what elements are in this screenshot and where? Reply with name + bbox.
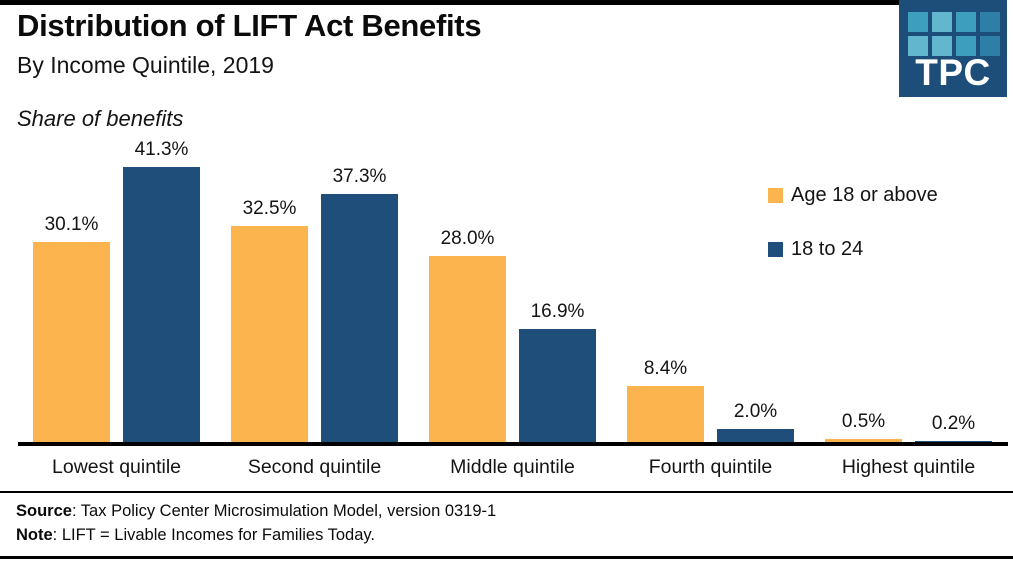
bar-series0-cat4 — [825, 439, 902, 442]
bar-series1-cat4 — [915, 441, 992, 442]
plot-area: 30.1% 32.5% 28.0% 8.4% 0.5% 41.3% 37.3% 16.9% 2.… — [18, 132, 1013, 442]
tpc-logo-text: TPC — [915, 52, 991, 93]
source-text: : Tax Policy Center Microsimulation Mode… — [71, 502, 497, 520]
x-axis-label: Fourth quintile — [648, 456, 773, 478]
page-subtitle: By Income Quintile, 2019 — [17, 52, 274, 78]
bar-series0-cat0 — [33, 242, 110, 442]
x-axis-label: Second quintile — [247, 456, 382, 478]
legend: Age 18 or above 18 to 24 — [768, 184, 938, 261]
logo-square — [932, 12, 952, 32]
bar-value-label: 30.1% — [44, 214, 99, 235]
source-label: Source — [16, 502, 72, 520]
logo-square — [932, 36, 952, 56]
footer-divider — [0, 491, 1013, 493]
tpc-logo-grid — [908, 12, 1000, 56]
top-accent-strip — [0, 0, 899, 5]
logo-square — [908, 36, 928, 56]
x-axis-labels: Lowest quintile Second quintile Middle qui… — [18, 456, 1013, 484]
bar-value-label: 37.3% — [332, 166, 387, 187]
bar-series1-cat2 — [519, 329, 596, 442]
legend-swatch-orange — [768, 188, 783, 203]
note-text: : LIFT = Livable Incomes for Families To… — [52, 526, 376, 544]
note-line: Note: LIFT = Livable Incomes for Familie… — [16, 523, 496, 547]
bar-series0-cat3 — [627, 386, 704, 442]
page-title: Distribution of LIFT Act Benefits — [17, 8, 482, 43]
bar-series1-cat3 — [717, 429, 794, 442]
legend-item-18-to-24: 18 to 24 — [768, 238, 938, 261]
bar-value-label: 16.9% — [530, 301, 585, 322]
bar-value-label: 0.5% — [841, 411, 886, 432]
logo-square — [980, 36, 1000, 56]
legend-label: Age 18 or above — [791, 184, 938, 206]
legend-label: 18 to 24 — [791, 238, 864, 260]
bar-series1-cat1 — [321, 194, 398, 442]
tpc-logo: TPC — [899, 0, 1007, 97]
bar-value-label: 2.0% — [733, 401, 778, 422]
bar-series1-cat0 — [123, 167, 200, 442]
note-label: Note — [16, 526, 53, 544]
bar-value-label: 8.4% — [643, 358, 688, 379]
legend-swatch-navy — [768, 242, 783, 257]
x-axis-label: Highest quintile — [841, 456, 976, 478]
logo-square — [908, 12, 928, 32]
legend-item-age-18-or-above: Age 18 or above — [768, 184, 938, 207]
footer: Source: Tax Policy Center Microsimulatio… — [16, 499, 496, 547]
bar-value-label: 0.2% — [931, 413, 976, 434]
bar-value-label: 28.0% — [440, 228, 495, 249]
x-axis-line — [18, 442, 1008, 446]
y-axis-label: Share of benefits — [17, 106, 184, 131]
bar-series0-cat1 — [231, 226, 308, 442]
logo-square — [980, 12, 1000, 32]
logo-square — [956, 36, 976, 56]
logo-square — [956, 12, 976, 32]
bar-value-label: 32.5% — [242, 198, 297, 219]
x-axis-label: Lowest quintile — [52, 456, 181, 478]
bar-series0-cat2 — [429, 256, 506, 442]
x-axis-label: Middle quintile — [450, 456, 575, 478]
source-line: Source: Tax Policy Center Microsimulatio… — [16, 499, 496, 523]
bar-value-label: 41.3% — [134, 139, 189, 160]
bottom-border — [0, 556, 1013, 559]
